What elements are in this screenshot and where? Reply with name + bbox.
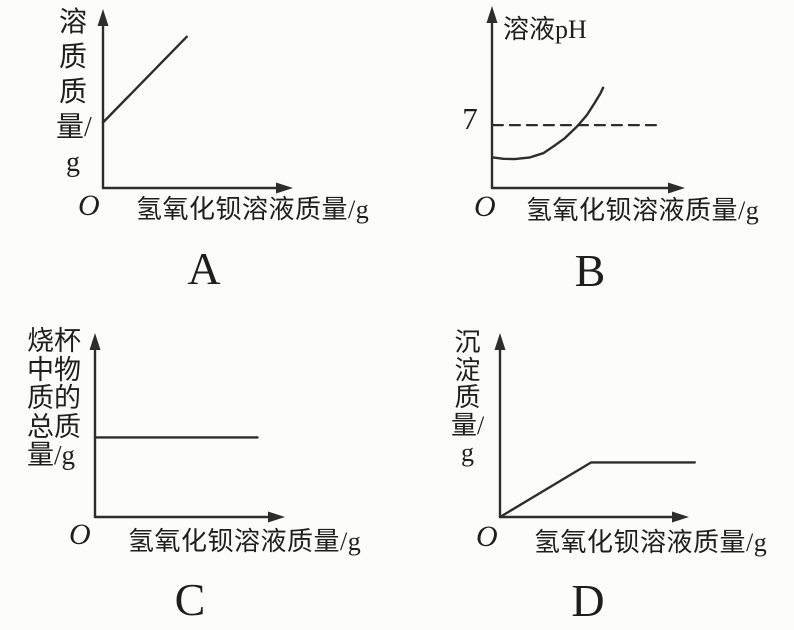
chart-d-curve <box>498 461 696 519</box>
chart-a-y-axis-title: 溶质质量/g <box>56 7 92 178</box>
chart-d-y-axis-title: 沉淀质量/g <box>451 328 485 467</box>
option-letter-a: A <box>187 243 221 294</box>
chart-c-x-axis-arrow-icon <box>268 511 285 523</box>
chart-a-origin-label: O <box>78 189 100 222</box>
chart-b-origin-label: O <box>474 190 496 223</box>
chart-b-curve <box>491 86 605 161</box>
chart-b-x-axis-arrow-icon <box>668 182 685 194</box>
chart-c-x-axis-title: 氢氧化钡溶液质量/g <box>128 527 362 556</box>
chart-c-axes <box>89 333 285 523</box>
chart-a-x-axis-title: 氢氧化钡溶液质量/g <box>136 195 370 224</box>
chart-b-axes <box>486 6 685 194</box>
chart-d-x-axis-title: 氢氧化钡溶液质量/g <box>534 528 768 557</box>
chart-b-ph7-tick-label: 7 <box>462 101 478 136</box>
option-letter-b: B <box>574 245 606 296</box>
chart-c-y-axis-title: 烧杯中物质的总质量/g <box>27 326 81 470</box>
option-letter-d: D <box>571 575 605 626</box>
chart-b-x-axis-title: 氢氧化钡溶液质量/g <box>526 196 760 225</box>
chart-a-curve <box>101 35 188 124</box>
chart-b-y-axis-title: 溶液pH <box>503 15 587 44</box>
chart-b-y-axis-arrow-icon <box>486 6 498 23</box>
chart-a-x-axis-arrow-icon <box>276 182 293 194</box>
chart-a-axes <box>97 9 293 194</box>
chart-d-y-axis-arrow-icon <box>494 333 506 350</box>
chart-c-y-axis-arrow-icon <box>89 333 101 350</box>
option-letter-c: C <box>174 574 206 625</box>
chart-d-x-axis-arrow-icon <box>672 511 689 523</box>
chart-d-axes <box>494 333 696 523</box>
chart-d-origin-label: O <box>476 520 498 553</box>
chart-a-y-axis-arrow-icon <box>97 9 109 26</box>
chart-c-origin-label: O <box>69 518 91 551</box>
